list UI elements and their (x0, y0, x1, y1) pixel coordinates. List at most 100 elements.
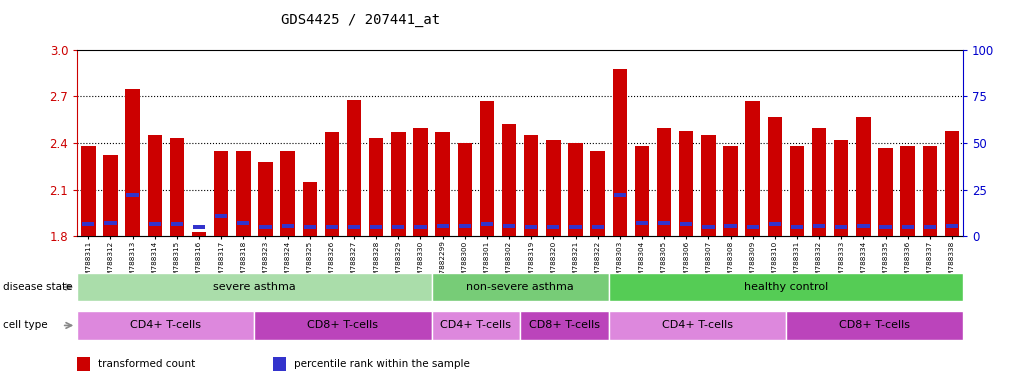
Bar (432, 311, 520, 340)
Bar (546, 140, 560, 236)
Bar (81, 146, 96, 236)
Text: CD8+ T-cells: CD8+ T-cells (839, 320, 909, 331)
Bar (856, 117, 870, 236)
Bar (348, 225, 360, 229)
Bar (609, 273, 963, 301)
Bar (126, 89, 140, 236)
Bar (680, 222, 692, 226)
Bar (369, 138, 383, 236)
Bar (923, 146, 937, 236)
Bar (304, 225, 316, 229)
Bar (236, 151, 250, 236)
Bar (254, 311, 432, 340)
Bar (215, 214, 228, 218)
Bar (392, 225, 405, 229)
Bar (260, 225, 272, 229)
Text: CD4+ T-cells: CD4+ T-cells (662, 320, 732, 331)
Bar (104, 221, 116, 225)
Bar (237, 222, 249, 225)
Bar (520, 311, 609, 340)
Bar (614, 194, 626, 197)
Bar (879, 148, 893, 236)
Bar (303, 182, 317, 236)
Bar (613, 69, 627, 236)
Bar (679, 131, 693, 236)
Bar (525, 225, 538, 229)
Bar (813, 224, 825, 228)
Bar (458, 224, 471, 228)
Text: non-severe asthma: non-severe asthma (467, 282, 574, 292)
Bar (767, 117, 782, 236)
Bar (857, 224, 869, 228)
Bar (590, 151, 605, 236)
Bar (900, 146, 915, 236)
Bar (702, 225, 715, 229)
Bar (437, 224, 449, 228)
Bar (945, 131, 959, 236)
Bar (324, 132, 339, 236)
Bar (768, 222, 781, 226)
Bar (457, 143, 472, 236)
Bar (325, 225, 338, 229)
Bar (835, 225, 848, 229)
Bar (77, 311, 254, 340)
Text: healthy control: healthy control (744, 282, 828, 292)
Bar (502, 124, 516, 236)
Bar (723, 146, 737, 236)
Bar (127, 194, 139, 197)
Bar (413, 127, 427, 236)
Bar (746, 101, 760, 236)
Bar (786, 311, 963, 340)
Text: CD4+ T-cells: CD4+ T-cells (441, 320, 511, 331)
Bar (82, 222, 95, 226)
Bar (171, 222, 183, 226)
Bar (701, 135, 716, 236)
Bar (259, 162, 273, 236)
Bar (414, 225, 426, 229)
Bar (634, 146, 649, 236)
Bar (812, 127, 826, 236)
Bar (901, 225, 914, 229)
Bar (834, 140, 849, 236)
Bar (724, 224, 736, 228)
Text: cell type: cell type (3, 320, 47, 331)
Bar (570, 225, 582, 229)
Bar (636, 221, 648, 225)
Bar (880, 225, 892, 229)
Bar (214, 151, 229, 236)
Bar (436, 132, 450, 236)
Bar (103, 156, 117, 236)
Bar (658, 221, 671, 225)
Bar (657, 127, 672, 236)
Bar (432, 273, 609, 301)
Bar (370, 225, 382, 229)
Bar (391, 132, 406, 236)
Bar (503, 224, 515, 228)
Bar (547, 225, 559, 229)
Bar (281, 224, 294, 228)
Bar (77, 273, 432, 301)
Text: disease state: disease state (3, 282, 72, 292)
Bar (480, 101, 494, 236)
Text: severe asthma: severe asthma (213, 282, 296, 292)
Text: transformed count: transformed count (98, 359, 195, 369)
Bar (791, 225, 803, 229)
Bar (280, 151, 295, 236)
Bar (924, 225, 936, 229)
Bar (946, 224, 958, 228)
Bar (524, 135, 539, 236)
Bar (609, 311, 786, 340)
Bar (192, 232, 206, 236)
Bar (273, 357, 285, 371)
Bar (591, 225, 604, 229)
Bar (790, 146, 804, 236)
Text: CD8+ T-cells: CD8+ T-cells (529, 320, 599, 331)
Bar (747, 225, 759, 229)
Text: percentile rank within the sample: percentile rank within the sample (294, 359, 470, 369)
Text: CD4+ T-cells: CD4+ T-cells (131, 320, 201, 331)
Text: GDS4425 / 207441_at: GDS4425 / 207441_at (281, 13, 440, 27)
Bar (347, 99, 362, 236)
Bar (147, 135, 162, 236)
Bar (569, 143, 583, 236)
Bar (77, 357, 91, 371)
